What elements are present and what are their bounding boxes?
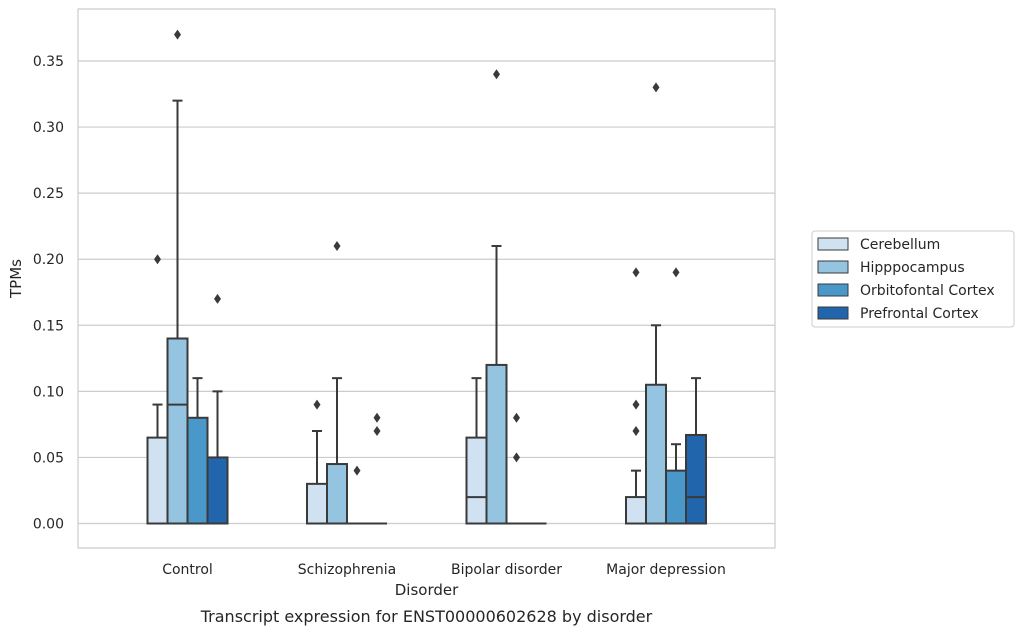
box-group	[685, 377, 707, 525]
box-group	[465, 377, 488, 525]
y-tick-label: 0.15	[33, 318, 64, 334]
x-tick-label: Control	[162, 562, 213, 578]
box-group	[146, 254, 169, 525]
legend: Cerebellum Hipppocampus Orbitofontal Corte…	[811, 230, 1015, 328]
outlier-point	[513, 452, 520, 463]
outlier-point	[373, 412, 381, 423]
outlier-point	[632, 267, 640, 278]
box-group	[485, 69, 508, 525]
outlier-point	[214, 293, 221, 304]
outlier-point	[652, 82, 660, 93]
box	[645, 383, 667, 525]
x-tick-label: Bipolar disorder	[451, 562, 562, 578]
box-group	[186, 377, 209, 525]
y-tick-label: 0.00	[33, 517, 64, 533]
plot-frame	[77, 8, 776, 549]
outlier-point	[333, 241, 341, 251]
box-group	[166, 29, 189, 525]
legend-swatch	[817, 283, 849, 297]
chart-caption: Transcript expression for ENST0000060262…	[200, 607, 653, 626]
box-group	[506, 412, 527, 525]
x-tick-label: Major depression	[606, 562, 726, 578]
outlier-point	[154, 254, 161, 265]
legend-swatch	[817, 306, 849, 320]
y-tick-label: 0.05	[33, 450, 64, 466]
x-axis-title: Disorder	[395, 581, 459, 599]
boxes	[146, 29, 707, 525]
box-group	[306, 399, 328, 525]
legend-swatch	[817, 260, 849, 274]
box-group	[645, 82, 667, 525]
y-axis-title: TPMs	[7, 259, 25, 299]
x-tick-label: Schizophrenia	[298, 562, 396, 578]
y-tick-label: 0.20	[33, 252, 64, 268]
box-group	[326, 241, 348, 525]
legend-swatch	[817, 237, 849, 251]
y-tick-label: 0.35	[33, 54, 64, 70]
box	[206, 456, 229, 525]
y-axis-ticks: 0.00 0.05 0.10 0.15 0.20 0.25 0.30 0.35	[33, 54, 64, 533]
box	[625, 496, 647, 525]
box	[665, 469, 687, 525]
outlier-point	[373, 426, 381, 436]
outlier-point	[313, 399, 321, 410]
outlier-point	[493, 69, 500, 80]
box	[146, 436, 169, 525]
y-tick-label: 0.30	[33, 120, 64, 136]
outlier-point	[174, 29, 181, 40]
x-axis-ticks: Control Schizophrenia Bipolar disorder Majo…	[162, 562, 726, 578]
legend-label: Cerebellum	[860, 237, 940, 253]
box-group	[206, 293, 229, 525]
y-tick-label: 0.10	[33, 384, 64, 400]
legend-label: Prefrontal Cortex	[860, 306, 979, 322]
box-group	[367, 412, 387, 525]
outlier-point	[513, 412, 520, 423]
box	[685, 433, 707, 525]
box	[186, 416, 209, 525]
box	[465, 436, 488, 525]
legend-frame	[811, 230, 1015, 328]
outlier-point	[632, 426, 640, 436]
box-group	[625, 267, 647, 525]
box	[485, 363, 508, 525]
outlier-point	[353, 465, 361, 476]
y-tick-label: 0.25	[33, 186, 64, 202]
box-group	[347, 465, 367, 525]
legend-label: Orbitofontal Cortex	[860, 283, 995, 299]
box	[166, 337, 189, 525]
outlier-point	[672, 267, 680, 278]
legend-label: Hipppocampus	[860, 260, 965, 276]
box	[326, 463, 348, 525]
box	[306, 482, 328, 525]
outlier-point	[632, 399, 640, 410]
